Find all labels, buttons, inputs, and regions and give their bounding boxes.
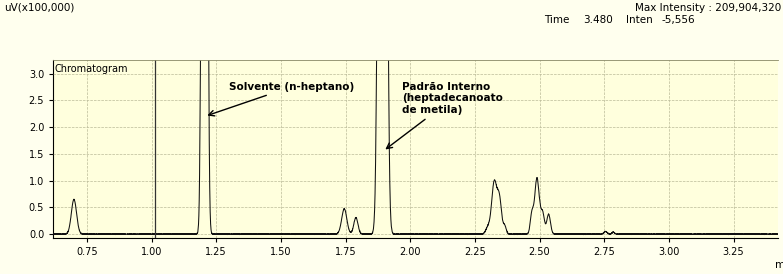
Text: -5,556: -5,556 <box>662 15 695 25</box>
X-axis label: min: min <box>775 260 783 270</box>
Text: Solvente (n-heptano): Solvente (n-heptano) <box>208 82 355 116</box>
Text: Inten: Inten <box>626 15 653 25</box>
Text: Padrão Interno
(heptadecanoato
de metila): Padrão Interno (heptadecanoato de metila… <box>387 82 503 149</box>
Text: Chromatogram: Chromatogram <box>55 64 128 74</box>
Text: Time: Time <box>544 15 569 25</box>
Text: uV(x100,000): uV(x100,000) <box>4 3 74 13</box>
Text: Max Intensity : 209,904,320: Max Intensity : 209,904,320 <box>635 3 781 13</box>
Text: 3.480: 3.480 <box>583 15 613 25</box>
